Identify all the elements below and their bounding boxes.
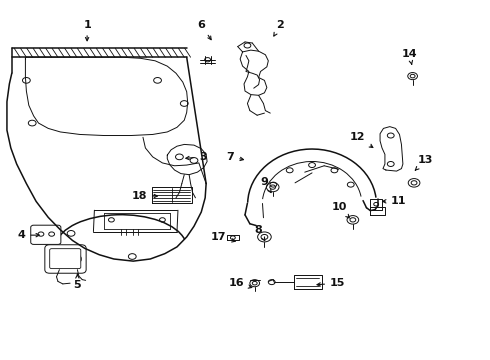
FancyBboxPatch shape: [49, 249, 81, 269]
Text: 6: 6: [197, 20, 211, 40]
FancyBboxPatch shape: [45, 245, 86, 273]
Text: 9: 9: [261, 177, 271, 193]
Text: 5: 5: [74, 274, 81, 290]
Text: 13: 13: [415, 156, 433, 170]
Text: 8: 8: [254, 225, 265, 241]
Text: 16: 16: [228, 278, 252, 288]
Text: 12: 12: [350, 132, 373, 148]
Text: 10: 10: [332, 202, 349, 218]
Text: 17: 17: [211, 232, 235, 242]
Text: 1: 1: [83, 20, 91, 41]
Text: 15: 15: [317, 278, 345, 288]
FancyBboxPatch shape: [31, 225, 61, 244]
Text: 2: 2: [274, 20, 284, 36]
Text: 11: 11: [383, 196, 406, 206]
Text: 7: 7: [226, 152, 244, 162]
Text: 3: 3: [186, 152, 206, 162]
Text: 18: 18: [131, 191, 157, 201]
Text: 14: 14: [401, 49, 417, 64]
Text: 4: 4: [18, 230, 39, 240]
